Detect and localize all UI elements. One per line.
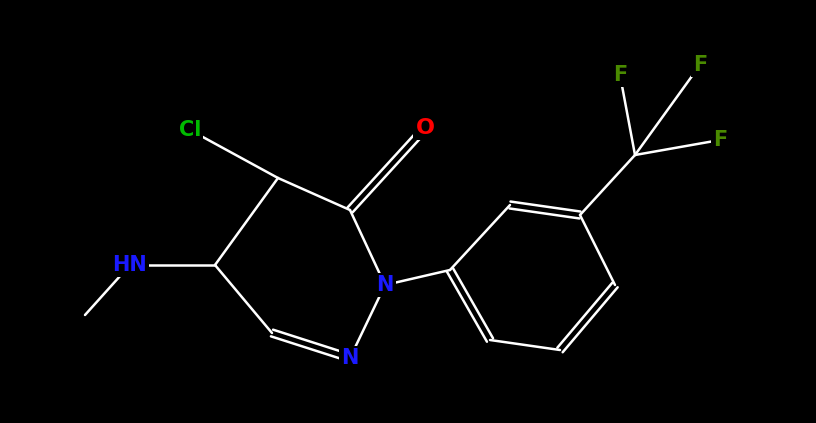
Text: F: F — [713, 130, 727, 150]
Text: Cl: Cl — [179, 120, 202, 140]
Text: F: F — [693, 55, 707, 75]
Text: O: O — [415, 118, 434, 138]
Text: HN: HN — [113, 255, 148, 275]
Text: N: N — [341, 348, 359, 368]
Text: N: N — [376, 275, 393, 295]
Text: F: F — [613, 65, 628, 85]
